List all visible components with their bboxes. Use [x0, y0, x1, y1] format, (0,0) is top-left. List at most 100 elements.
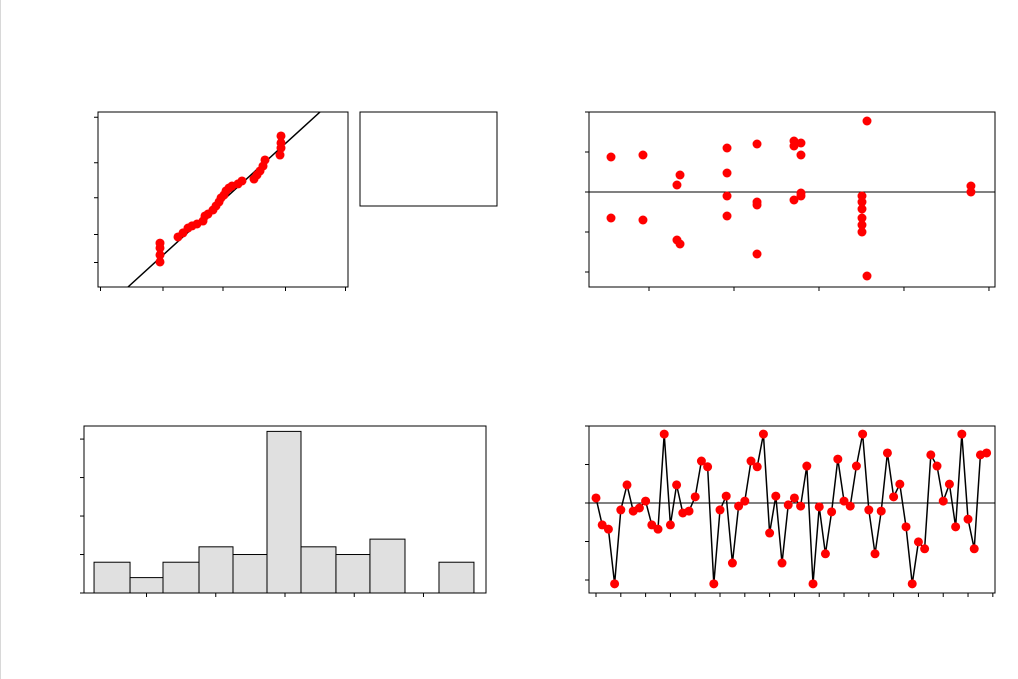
point [638, 150, 648, 160]
point [696, 456, 706, 466]
point [603, 524, 613, 534]
point [276, 138, 286, 148]
point [734, 501, 744, 511]
point [591, 493, 601, 503]
point [638, 215, 648, 225]
point [690, 492, 700, 502]
point [616, 505, 626, 515]
point [857, 227, 867, 237]
point [275, 150, 285, 160]
point [796, 501, 806, 511]
point [808, 579, 818, 589]
point [957, 429, 967, 439]
point [857, 197, 867, 207]
bar [266, 430, 302, 594]
point [862, 116, 872, 126]
point [926, 450, 936, 460]
point [771, 491, 781, 501]
point [789, 195, 799, 205]
point [783, 500, 793, 510]
point [155, 257, 165, 267]
point [641, 496, 651, 506]
point [920, 544, 930, 554]
point [777, 558, 787, 568]
point [675, 239, 685, 249]
point [606, 213, 616, 223]
point [722, 143, 732, 153]
point [882, 448, 892, 458]
point [938, 496, 948, 506]
bar [198, 546, 234, 594]
point [814, 502, 824, 512]
point [752, 462, 762, 472]
point [862, 271, 872, 281]
point [802, 461, 812, 471]
point [895, 479, 905, 489]
point [276, 131, 286, 141]
point [722, 168, 732, 178]
point [684, 506, 694, 516]
line [595, 433, 987, 584]
point [721, 491, 731, 501]
point [722, 191, 732, 201]
point [820, 549, 830, 559]
bar [300, 546, 337, 594]
legend-box [359, 111, 498, 207]
point [752, 139, 762, 149]
point [610, 579, 620, 589]
bar [369, 538, 406, 594]
point [634, 503, 644, 513]
point [833, 454, 843, 464]
point [606, 152, 616, 162]
point [727, 558, 737, 568]
point [155, 250, 165, 260]
point [237, 176, 247, 186]
point [765, 528, 775, 538]
point [907, 579, 917, 589]
plot-frame [588, 111, 996, 288]
bar [335, 554, 371, 594]
point [789, 493, 799, 503]
point [796, 138, 806, 148]
point [665, 520, 675, 530]
point [709, 579, 719, 589]
point [672, 180, 682, 190]
point [963, 514, 973, 524]
point [703, 462, 713, 472]
point [622, 480, 632, 490]
point [796, 150, 806, 160]
point [857, 220, 867, 230]
point [889, 492, 899, 502]
point [969, 544, 979, 554]
point [901, 522, 911, 532]
point [857, 204, 867, 214]
point [155, 238, 165, 248]
point [752, 200, 762, 210]
bar [129, 577, 164, 594]
point [740, 496, 750, 506]
point [851, 461, 861, 471]
bar [438, 561, 475, 594]
point [913, 537, 923, 547]
point [653, 524, 663, 534]
plot-frame [588, 425, 996, 594]
point [864, 505, 874, 515]
point [659, 429, 669, 439]
point [857, 213, 867, 223]
point [932, 461, 942, 471]
point [260, 155, 270, 165]
point [944, 479, 954, 489]
point [827, 507, 837, 517]
point [752, 249, 762, 259]
point [951, 522, 961, 532]
point [876, 506, 886, 516]
bar [232, 554, 268, 594]
point [966, 187, 976, 197]
point [870, 549, 880, 559]
point [675, 170, 685, 180]
point [789, 141, 799, 151]
point [858, 429, 868, 439]
bar [93, 561, 131, 594]
point [758, 429, 768, 439]
